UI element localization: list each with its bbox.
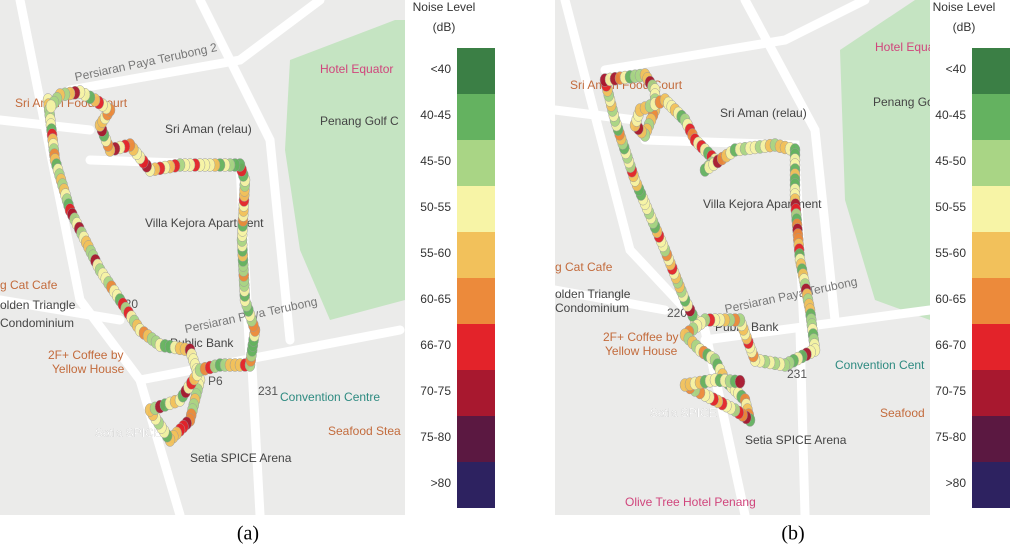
legend-label: 70-75 — [420, 384, 451, 398]
legend-label: 45-50 — [935, 154, 966, 168]
map-label: Setia SPICE — [95, 426, 162, 440]
map-label: P6 — [208, 374, 223, 388]
map-label: Setia SPICE Arena — [745, 433, 847, 447]
legend-label: 50-55 — [420, 200, 451, 214]
road — [135, 325, 405, 385]
legend-label: 60-65 — [420, 292, 451, 306]
map-label: g Cat Cafe — [0, 278, 58, 292]
map-label: 2F+ Coffee by — [603, 330, 679, 344]
map-label: Yellow House — [605, 344, 678, 358]
legend-swatch — [457, 278, 495, 324]
legend-label: <40 — [946, 62, 967, 76]
map-label: Seafood Stea — [328, 424, 401, 438]
legend-swatch — [457, 48, 495, 94]
park-area — [840, 0, 930, 320]
map-label: Setia SPICE Arena — [190, 451, 292, 465]
map-label: Sri Aman (relau) — [720, 106, 807, 120]
road — [195, 0, 295, 345]
legend-label: >80 — [946, 476, 967, 490]
route-point — [734, 374, 746, 389]
map-label: Olive Tree Hotel Penang — [625, 495, 756, 509]
legend-title: Noise Level — [413, 0, 476, 14]
map-label: Setia SPICE — [95, 426, 162, 440]
legend-label: 60-65 — [935, 292, 966, 306]
map-label: 231 — [787, 367, 807, 381]
legend-title: Noise Level — [933, 0, 996, 14]
legend-swatch — [972, 232, 1010, 278]
map-label: Condominium — [555, 301, 629, 315]
map-label: Penang Golf C — [320, 114, 399, 128]
legend-label: <40 — [431, 62, 452, 76]
legend-swatch — [972, 186, 1010, 232]
legend-swatch — [972, 278, 1010, 324]
map-label: Sri Aman (relau) — [165, 122, 252, 136]
legend-swatch — [972, 370, 1010, 416]
road — [0, 115, 95, 135]
legend-swatch — [457, 416, 495, 462]
legend-swatch — [972, 416, 1010, 462]
map-label: Setia SPICE — [650, 406, 717, 420]
map-label: Convention Cent — [835, 358, 925, 372]
panel-caption: (a) — [237, 523, 259, 545]
legend-label: 40-45 — [420, 108, 451, 122]
route-point — [45, 99, 57, 113]
map-label: Setia SPICE — [650, 406, 717, 420]
legend-label: 66-70 — [420, 338, 451, 352]
road — [740, 0, 840, 325]
legend-swatch — [972, 324, 1010, 370]
map-label: olden Triangle — [555, 287, 631, 301]
map-label: Villa Kejora Apartment — [703, 197, 822, 211]
legend-title: (dB) — [953, 20, 976, 34]
legend-swatch — [972, 140, 1010, 186]
road — [560, 0, 750, 520]
legend-label: 50-55 — [935, 200, 966, 214]
legend-label: 66-70 — [935, 338, 966, 352]
legend-swatch — [457, 140, 495, 186]
road — [65, 0, 325, 95]
legend-label: 55-60 — [935, 246, 966, 260]
legend-title: (dB) — [433, 20, 456, 34]
legend-swatch — [457, 186, 495, 232]
legend-label: 40-45 — [935, 108, 966, 122]
legend-label: 45-50 — [420, 154, 451, 168]
legend-label: 55-60 — [420, 246, 451, 260]
legend-swatch — [972, 48, 1010, 94]
legend-label: 75-80 — [420, 430, 451, 444]
legend-label: 75-80 — [935, 430, 966, 444]
legend-swatch — [457, 324, 495, 370]
legend-swatch — [457, 370, 495, 416]
legend-label: 70-75 — [935, 384, 966, 398]
road — [550, 105, 640, 125]
park-area — [285, 20, 405, 320]
map-label: Villa Kejora Apartment — [145, 216, 264, 230]
road — [550, 285, 670, 315]
road — [0, 295, 125, 325]
legend-label: >80 — [431, 476, 452, 490]
map-label: Condominium — [0, 316, 74, 330]
map-label: 231 — [258, 384, 278, 398]
road — [600, 0, 870, 75]
map-label: 220 — [667, 306, 687, 320]
map-label: olden Triangle — [0, 298, 76, 312]
legend-swatch — [972, 462, 1010, 508]
legend-swatch — [457, 232, 495, 278]
map-label: g Cat Cafe — [555, 260, 613, 274]
map-label: Seafood — [880, 406, 925, 420]
map-label: Hotel Equator — [320, 62, 393, 76]
map-label: Convention Centre — [280, 390, 380, 404]
legend-swatch — [457, 462, 495, 508]
legend-swatch — [972, 94, 1010, 140]
map-label: Yellow House — [52, 362, 125, 376]
panel-caption: (b) — [781, 523, 804, 545]
map-label: 2F+ Coffee by — [48, 348, 124, 362]
legend-swatch — [457, 94, 495, 140]
